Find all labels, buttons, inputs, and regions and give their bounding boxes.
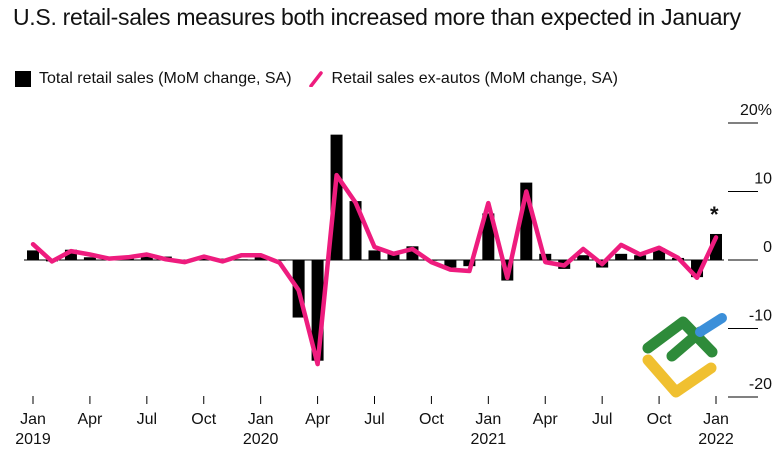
bar-2020-11 xyxy=(444,260,457,268)
x-tick-label: Apr xyxy=(305,411,331,428)
legend-line-swatch xyxy=(308,71,323,87)
legend-label-total: Total retail sales (MoM change, SA) xyxy=(39,70,292,87)
bar-2021-06 xyxy=(577,255,590,260)
x-tick-label: Apr xyxy=(77,411,103,428)
bar-2019-04 xyxy=(83,257,96,260)
bar-2019-03 xyxy=(64,249,77,260)
legend-item-total: Total retail sales (MoM change, SA) xyxy=(15,69,292,89)
x-tick-year: 2022 xyxy=(698,431,734,448)
legend-item-ex-autos: Retail sales ex-autos (MoM change, SA) xyxy=(308,69,618,89)
x-tick-label: Oct xyxy=(419,411,444,428)
x-axis: Jan 2019 Apr Jul Oct Jan 2020 Apr Jul Oct Jan 2021 A… xyxy=(15,396,734,448)
x-tick-label: Oct xyxy=(191,411,216,428)
y-axis: 20% 10 0 -10 -20 xyxy=(728,102,772,398)
bar-2019-07 xyxy=(140,256,153,260)
bar-2021-10 xyxy=(653,248,666,260)
y-tick-label: -10 xyxy=(749,308,772,325)
bar-2021-01 xyxy=(482,213,495,260)
bar-2021-08 xyxy=(615,253,628,260)
x-tick-year: 2020 xyxy=(243,431,279,448)
logo-icon xyxy=(642,313,727,398)
y-tick-label: 10 xyxy=(754,171,772,188)
bar-2019-01 xyxy=(27,250,39,260)
line-ex-autos xyxy=(30,172,719,367)
x-tick-label: Apr xyxy=(533,411,559,428)
bar-2021-09 xyxy=(634,255,647,260)
annotation-asterisk: * xyxy=(710,202,719,227)
x-tick-label: Jan xyxy=(248,411,274,428)
legend-label-ex-autos: Retail sales ex-autos (MoM change, SA) xyxy=(331,70,618,87)
y-tick-label: -20 xyxy=(749,376,772,393)
legend-bar-swatch xyxy=(15,71,31,87)
bar-2019-10 xyxy=(197,257,210,260)
x-tick-label: Oct xyxy=(647,411,672,428)
chart-title: U.S. retail-sales measures both increase… xyxy=(13,4,741,30)
bar-2020-07 xyxy=(368,250,381,260)
legend: Total retail sales (MoM change, SA) Reta… xyxy=(15,69,634,89)
bar-2020-06 xyxy=(349,201,362,260)
line-series-group xyxy=(30,172,719,367)
bar-2020-01 xyxy=(254,255,267,260)
bar-2020-08 xyxy=(387,253,400,260)
x-tick-label: Jul xyxy=(592,411,612,428)
y-tick-label: 20% xyxy=(740,102,772,119)
x-tick-label: Jan xyxy=(20,411,46,428)
x-tick-label: Jan xyxy=(703,411,729,428)
y-tick-label: 0 xyxy=(763,239,772,256)
x-tick-year: 2019 xyxy=(15,431,51,448)
x-tick-label: Jul xyxy=(364,411,384,428)
x-tick-label: Jan xyxy=(475,411,501,428)
x-tick-label: Jul xyxy=(137,411,157,428)
x-tick-year: 2021 xyxy=(471,431,507,448)
